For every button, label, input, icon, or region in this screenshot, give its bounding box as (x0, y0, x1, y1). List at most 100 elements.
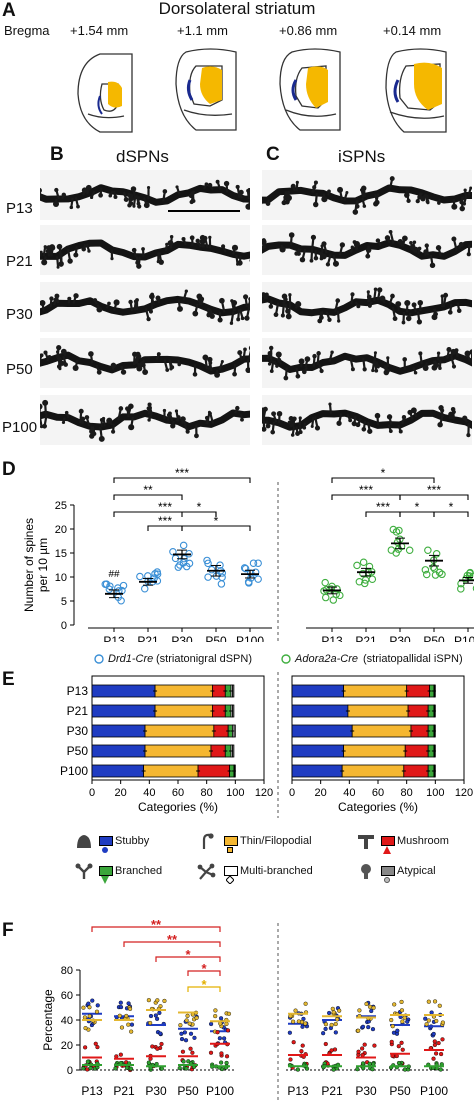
chart-d-point-d (136, 572, 144, 581)
chart-d-point-d (119, 581, 128, 590)
chart-f-point-thin-ispn (335, 1017, 340, 1022)
chart-f-point-stubby-dspn (179, 1031, 184, 1036)
brain-section-3 (279, 48, 341, 131)
multi-branched-diamond-icon (226, 876, 234, 884)
micrograph-dspn-p100 (40, 395, 250, 445)
chart-f-point-mushroom-ispn (440, 1037, 445, 1042)
chart-f-point-thin-ispn (400, 1019, 405, 1024)
panel-c-title: iSPNs (338, 147, 386, 166)
chart-f-point-branched-dspn (159, 1066, 165, 1071)
chart-d-bracket-label-i: * (381, 466, 386, 480)
chart-f-point-mushroom-ispn (431, 1056, 436, 1061)
chart-d-point-i (462, 574, 470, 583)
chart-f-point-thin-dspn (224, 1021, 229, 1027)
chart-d-y-tick-label: 5 (61, 596, 67, 608)
chart-f-x-tick-label-dspn: P13 (81, 1084, 103, 1098)
chart-e-bar-segment-ispn (407, 704, 429, 718)
chart-e-bar-segment-dspn (144, 724, 215, 738)
chart-f-point-thin-ispn (331, 1010, 336, 1015)
chart-d-point-i (432, 550, 441, 558)
legend-mushroom: Mushroom (397, 835, 449, 847)
chart-f-point-mushroom-ispn (433, 1051, 439, 1056)
chart-f-y-tick-label: 40 (61, 1015, 73, 1027)
chart-f-x-tick-label-ispn: P21 (321, 1084, 343, 1098)
chart-e-bar-segment-dspn (210, 744, 226, 758)
chart-f-point-mushroom-dspn (155, 1046, 160, 1051)
chart-e-x-tick-label-ispn: 80 (401, 787, 413, 799)
chart-d-x-tick-label-d: P100 (236, 634, 264, 642)
chart-f-y-tick-label: 60 (61, 990, 73, 1002)
panel-d-letter: D (2, 459, 16, 480)
brain-section-1 (77, 53, 133, 133)
chart-f-point-mushroom-ispn (300, 1043, 305, 1048)
chart-f-point-mushroom-ispn (439, 1051, 444, 1057)
chart-f-point-thin-ispn (402, 1015, 407, 1020)
chart-d-point-i (353, 561, 361, 570)
chart-e-bar-segment-dspn (154, 704, 213, 718)
chart-f-point-thin-ispn (437, 1003, 442, 1008)
chart-d-bracket-label-d: *** (158, 514, 172, 528)
chart-d-point-d (204, 573, 212, 581)
chart-f-point-stubby-ispn (327, 1010, 332, 1016)
chart-e-row-label-p21: P21 (67, 704, 89, 718)
thin-shape-icon (202, 833, 214, 849)
chart-f-point-thin-ispn (434, 1018, 439, 1024)
stubby-swatch (99, 836, 113, 846)
chart-f-x-tick-label-ispn: P13 (287, 1084, 309, 1098)
chart-f-point-stubby-ispn (366, 1025, 371, 1030)
chart-f-point-mushroom-ispn (436, 1040, 441, 1046)
chart-d-y-tick-label: 25 (55, 500, 67, 512)
chart-d-point-d (169, 548, 177, 556)
chart-f-point-stubby-ispn (360, 1024, 366, 1029)
chart-f-x-tick-label-dspn: P21 (113, 1084, 135, 1098)
chart-d-point-d (153, 577, 162, 585)
mushroom-shape-icon (358, 835, 374, 849)
chart-f-x-tick-label-ispn: P30 (355, 1084, 377, 1098)
chart-f-point-stubby-ispn (431, 1031, 436, 1037)
chart-f-point-thin-ispn (364, 1001, 369, 1007)
age-label-b-p13: P13 (6, 200, 33, 217)
chart-d-bracket-d (113, 477, 251, 483)
chart-f-point-mushroom-ispn (399, 1040, 404, 1045)
chart-f-point-mushroom-ispn (323, 1041, 328, 1047)
chart-f-point-mushroom-ispn (360, 1052, 365, 1058)
chart-f-point-thin-ispn (371, 1005, 376, 1010)
chart-d-point-i (336, 591, 344, 600)
chart-d-point-i (435, 568, 444, 577)
chart-d-point-i (429, 563, 438, 571)
chart-f-point-thin-dspn (94, 1009, 100, 1014)
chart-e-x-tick-label-dspn: 60 (172, 787, 184, 799)
chart-f-point-thin-ispn (399, 1008, 405, 1013)
age-label-b-p30: P30 (6, 306, 33, 323)
chart-d-point-i (360, 579, 369, 588)
chart-f-point-branched-dspn (224, 1060, 229, 1066)
chart-f-bracket (187, 986, 221, 992)
chart-f-point-stubby-dspn (183, 1038, 189, 1043)
chart-f-point-thin-ispn (333, 1021, 338, 1027)
chart-d-point-i (405, 546, 414, 554)
chart-f-point-mushroom-dspn (159, 1041, 164, 1047)
chart-f-point-stubby-dspn (158, 1031, 163, 1036)
chart-f-point-mushroom-ispn (332, 1047, 338, 1052)
chart-f-point-thin-dspn (226, 1011, 232, 1016)
chart-d-x-tick-label-d: P50 (205, 634, 227, 642)
chart-f-point-thin-ispn (389, 1017, 394, 1023)
panel-f-letter: F (2, 920, 14, 941)
chart-e-bar-segment-dspn (91, 704, 156, 718)
chart-d-point-i (361, 576, 370, 584)
chart-f-point-branched-ispn (295, 1067, 300, 1072)
chart-f-point-mushroom-dspn (95, 1044, 100, 1050)
chart-f-point-thin-dspn (87, 1014, 92, 1019)
chart-f-point-thin-dspn (194, 1015, 199, 1020)
chart-e-x-tick-label-dspn: 40 (143, 787, 155, 799)
chart-d-point-i (472, 585, 474, 592)
atypical-shape-icon (361, 864, 371, 879)
chart-d-marker: ## (108, 569, 120, 580)
chart-f-y-tick-label: 20 (61, 1040, 73, 1052)
bregma-level-4: +0.14 mm (383, 23, 442, 38)
chart-f-point-thin-dspn (213, 1008, 218, 1013)
mushroom-swatch (381, 836, 395, 846)
chart-f-point-thin-ispn (432, 999, 438, 1004)
panel-e-letter: E (2, 669, 15, 690)
chart-f-point-mushroom-dspn (224, 1054, 230, 1059)
